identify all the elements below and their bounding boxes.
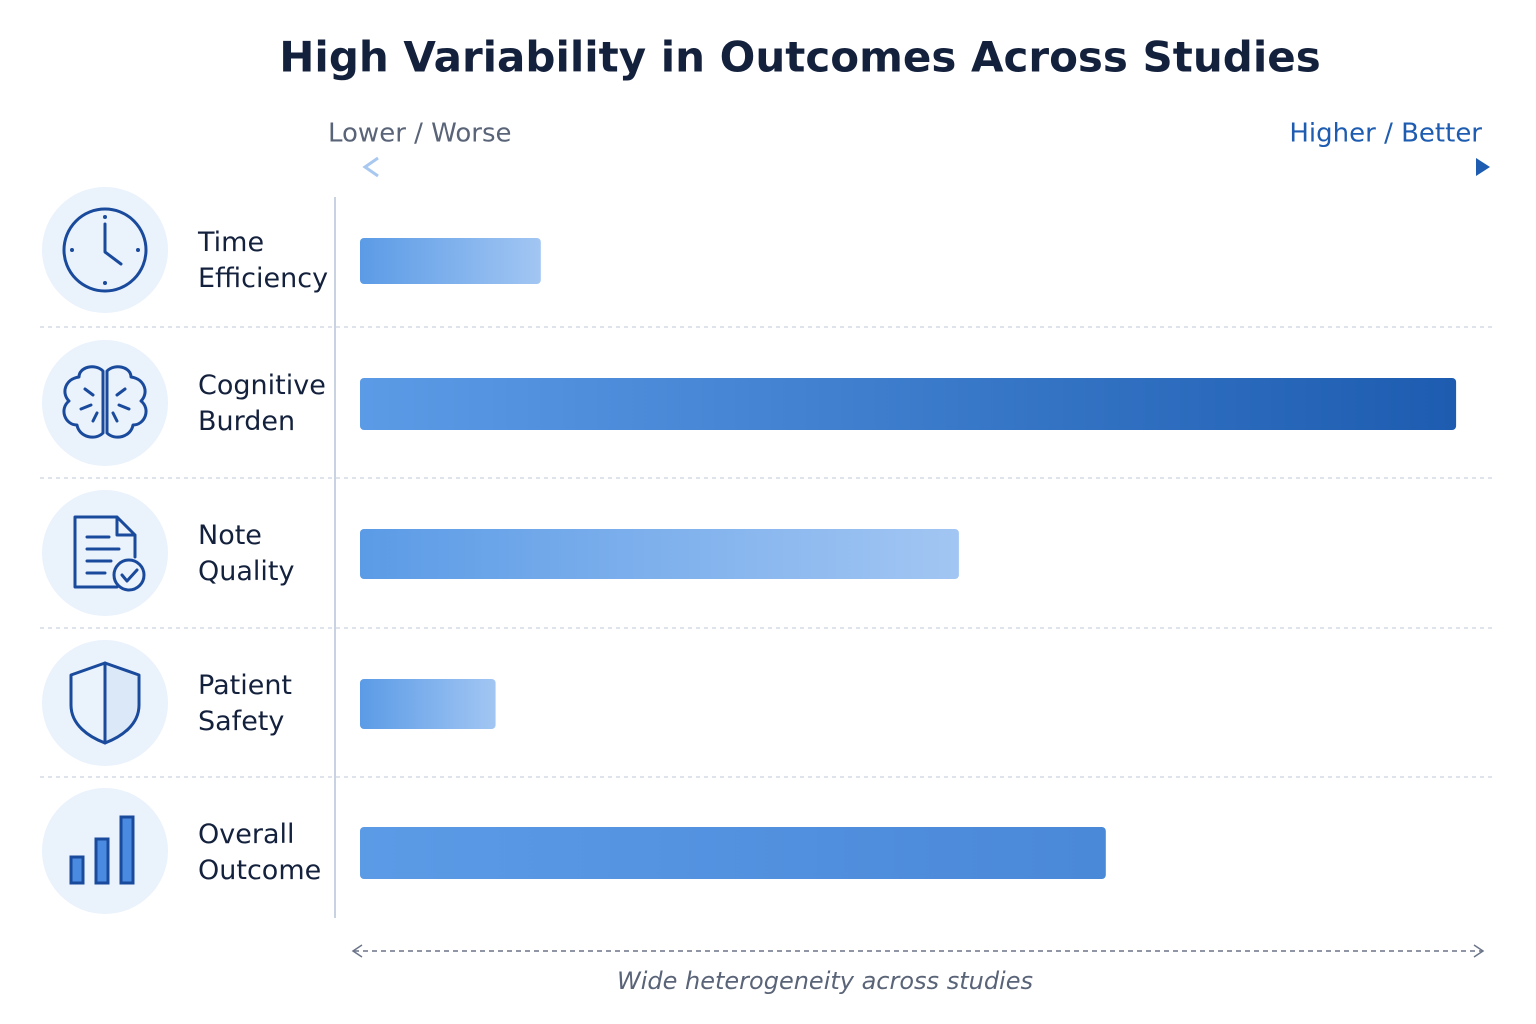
footer-arrow bbox=[351, 944, 1485, 958]
bar bbox=[360, 238, 541, 284]
axis-low-label: Lower / Worse bbox=[328, 119, 512, 149]
row-separators bbox=[40, 326, 1492, 778]
bar bbox=[360, 827, 1106, 879]
bar bbox=[360, 679, 496, 729]
icons bbox=[42, 187, 168, 914]
category-label: Cognitive Burden bbox=[198, 370, 334, 437]
category-label: Patient Safety bbox=[198, 670, 301, 737]
category-label: Time Efficiency bbox=[197, 227, 328, 294]
brain-icon bbox=[42, 340, 168, 466]
barchart-icon bbox=[42, 788, 168, 914]
category-label: Overall Outcome bbox=[198, 819, 321, 886]
bar bbox=[360, 378, 1457, 430]
clock-icon bbox=[42, 187, 168, 313]
category-label: Note Quality bbox=[198, 520, 294, 587]
note-icon bbox=[42, 490, 168, 616]
shield-icon bbox=[42, 640, 168, 766]
axis-high-label: Higher / Better bbox=[1289, 119, 1482, 149]
annotation: Wide heterogeneity across studies bbox=[617, 967, 1033, 995]
bar bbox=[360, 529, 959, 579]
chart-title: High Variability in Outcomes Across Stud… bbox=[279, 33, 1320, 82]
axis-arrow bbox=[362, 156, 1490, 178]
